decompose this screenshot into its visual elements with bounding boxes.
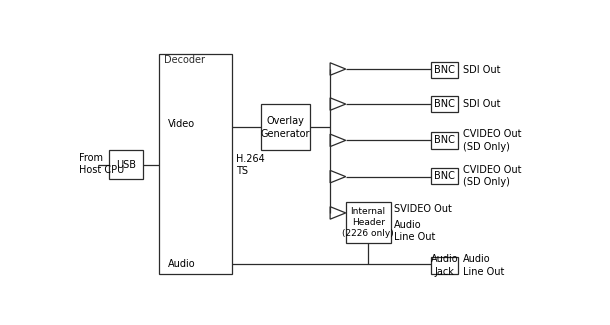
Text: CVIDEO Out
(SD Only): CVIDEO Out (SD Only) (463, 165, 522, 187)
Text: BNC: BNC (434, 99, 455, 109)
Polygon shape (330, 98, 346, 110)
Text: Audio: Audio (168, 259, 195, 269)
Text: Video: Video (168, 119, 195, 129)
Polygon shape (330, 134, 346, 147)
Text: CVIDEO Out
(SD Only): CVIDEO Out (SD Only) (463, 129, 522, 152)
Text: Decoder: Decoder (165, 55, 206, 65)
Bar (431, 61, 458, 78)
Polygon shape (330, 170, 346, 183)
Text: Audio
Line Out: Audio Line Out (394, 220, 436, 242)
Text: BNC: BNC (434, 65, 455, 75)
Text: BNC: BNC (434, 136, 455, 146)
Text: SVIDEO Out: SVIDEO Out (394, 204, 452, 214)
Text: BNC: BNC (434, 171, 455, 181)
Text: Audio
Jack: Audio Jack (431, 254, 458, 277)
Text: Audio
Line Out: Audio Line Out (463, 254, 504, 277)
Text: H.264
TS: H.264 TS (236, 154, 265, 176)
Bar (431, 168, 458, 184)
Bar (159, 54, 232, 274)
Bar (346, 202, 390, 243)
Text: USB: USB (117, 160, 137, 170)
Bar (431, 132, 458, 149)
Text: From
Host CPU: From Host CPU (79, 153, 124, 175)
Bar (109, 150, 143, 179)
Polygon shape (330, 207, 346, 219)
Bar (431, 257, 458, 274)
Text: Internal
Header
(2226 only): Internal Header (2226 only) (342, 207, 394, 238)
Bar (260, 104, 310, 150)
Polygon shape (330, 63, 346, 75)
Text: SDI Out: SDI Out (463, 99, 500, 109)
Text: SDI Out: SDI Out (463, 65, 500, 75)
Text: Overlay
Generator: Overlay Generator (260, 116, 310, 139)
Bar (431, 96, 458, 112)
